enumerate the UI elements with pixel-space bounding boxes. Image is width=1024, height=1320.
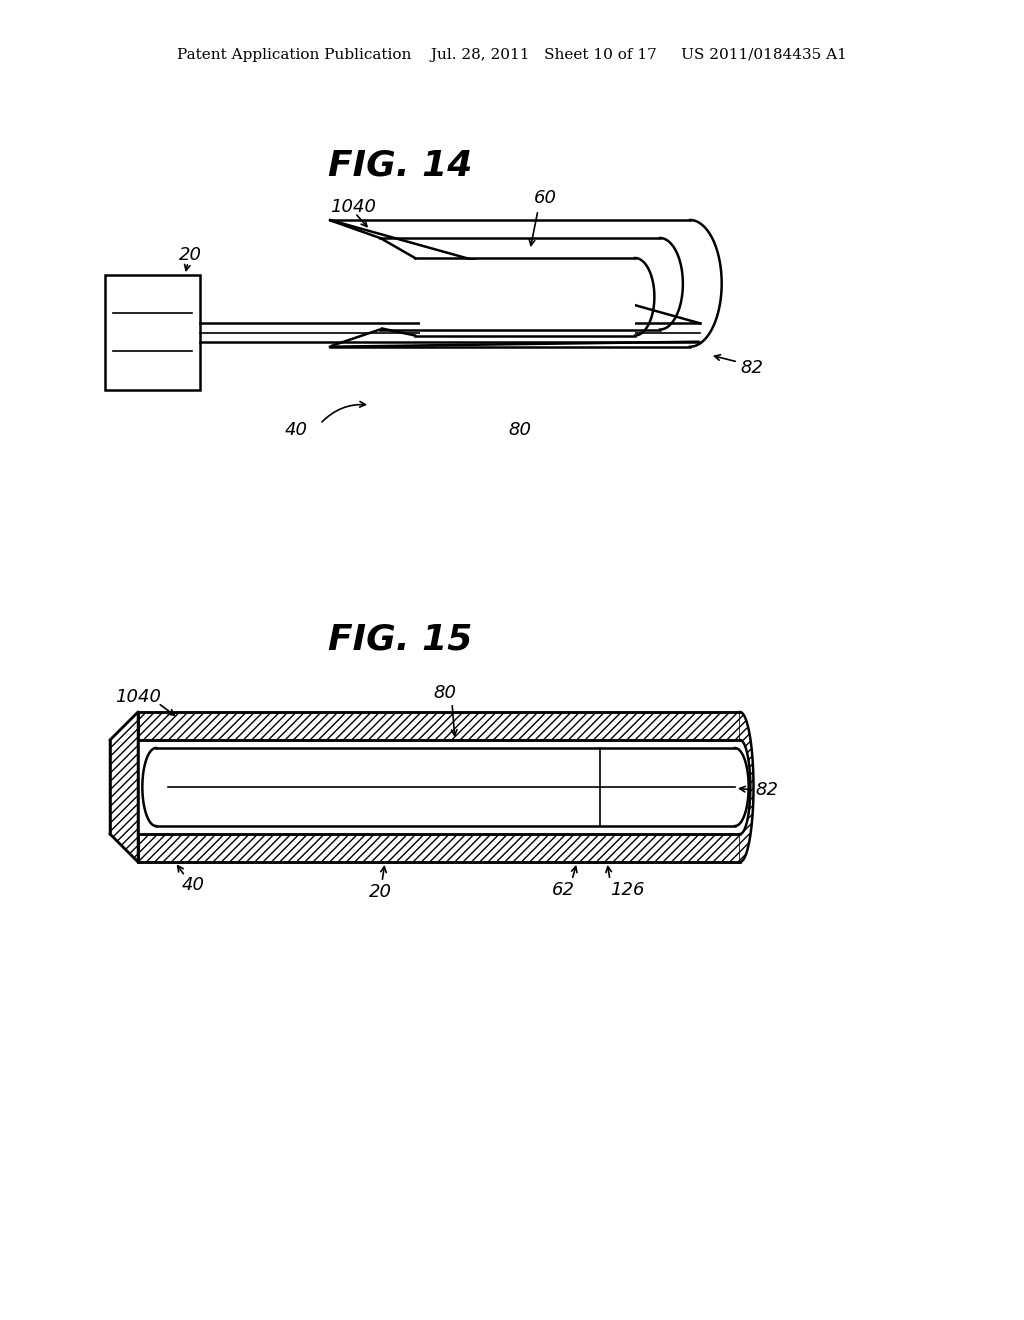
Polygon shape xyxy=(110,711,138,862)
Text: 80: 80 xyxy=(509,421,531,440)
Text: 82: 82 xyxy=(755,781,778,799)
Bar xyxy=(168,748,735,825)
Polygon shape xyxy=(740,711,754,862)
Text: 80: 80 xyxy=(433,684,457,702)
Text: 82: 82 xyxy=(740,359,763,378)
Text: 40: 40 xyxy=(181,876,205,894)
Text: 40: 40 xyxy=(285,421,307,440)
Text: FIG. 15: FIG. 15 xyxy=(328,623,472,657)
Bar xyxy=(138,711,740,741)
Bar xyxy=(138,834,740,862)
Text: 1040: 1040 xyxy=(330,198,376,216)
Text: 20: 20 xyxy=(369,883,391,902)
Text: 60: 60 xyxy=(534,189,556,207)
Text: 1040: 1040 xyxy=(115,688,161,706)
Text: 62: 62 xyxy=(552,880,574,899)
Bar xyxy=(105,275,200,389)
Bar xyxy=(420,260,635,334)
Text: 20: 20 xyxy=(178,246,202,264)
Text: 126: 126 xyxy=(610,880,644,899)
Text: FIG. 14: FIG. 14 xyxy=(328,148,472,182)
Text: Patent Application Publication    Jul. 28, 2011   Sheet 10 of 17     US 2011/018: Patent Application Publication Jul. 28, … xyxy=(177,48,847,62)
